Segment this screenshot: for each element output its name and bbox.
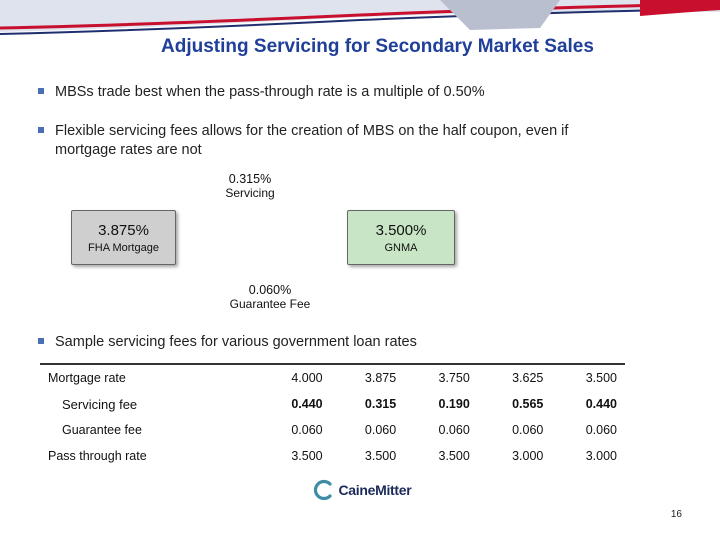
- table-cell: 3.750: [404, 363, 478, 391]
- guarantee-value: 0.060%: [248, 283, 292, 297]
- table-row: Guarantee fee 0.060 0.060 0.060 0.060 0.…: [40, 417, 625, 443]
- fha-label: FHA Mortgage: [88, 242, 159, 254]
- servicing-value: 0.315%: [228, 172, 272, 186]
- table-cell: 0.060: [512, 423, 544, 437]
- gnma-label: GNMA: [384, 242, 418, 254]
- table-row: Pass through rate 3.500 3.500 3.500 3.00…: [40, 443, 625, 469]
- servicing-label: Servicing: [225, 186, 275, 200]
- table-cell: 3.000: [512, 449, 544, 463]
- table-row: Mortgage rate 4.000 3.875 3.750 3.625 3.…: [40, 363, 625, 391]
- table-cell: 4.000: [257, 363, 331, 391]
- table-cell: 0.060: [585, 423, 617, 437]
- header-banner-graphic: [0, 0, 720, 35]
- table-cell: 0.190: [438, 397, 470, 411]
- table-cell: 0.440: [291, 397, 323, 411]
- table-cell: 3.500: [551, 363, 625, 391]
- servicing-fee-table: Mortgage rate 4.000 3.875 3.750 3.625 3.…: [40, 363, 625, 469]
- bullet-square-icon: [38, 88, 44, 94]
- company-logo: CaineMitter: [312, 479, 412, 501]
- gnma-rate: 3.500%: [375, 222, 427, 239]
- bullet-text-continued: mortgage rates are not: [55, 142, 202, 158]
- table-cell: 3.500: [364, 449, 397, 463]
- bullet-text: Sample servicing fees for various govern…: [55, 334, 417, 350]
- gnma-box: 3.500% GNMA: [347, 210, 455, 265]
- table-cell: 3.625: [477, 363, 552, 391]
- bullet-square-icon: [38, 338, 44, 344]
- table-cell: 0.060: [438, 423, 470, 437]
- servicing-annotation: 0.315% Servicing: [210, 172, 290, 200]
- fha-mortgage-box: 3.875% FHA Mortgage: [71, 210, 176, 265]
- row-label: Pass through rate: [48, 449, 147, 463]
- bullet-text: Flexible servicing fees allows for the c…: [55, 123, 569, 139]
- table-cell: 3.000: [585, 449, 617, 463]
- table-cell: 3.875: [330, 363, 405, 391]
- row-label: Servicing fee: [62, 396, 138, 412]
- table-cell: 0.315: [364, 397, 397, 411]
- table-cell: 0.060: [364, 423, 397, 437]
- table-row: Servicing fee 0.440 0.315 0.190 0.565 0.…: [40, 391, 625, 417]
- page-number: 16: [670, 509, 682, 520]
- guarantee-annotation: 0.060% Guarantee Fee: [220, 283, 320, 311]
- row-label: Mortgage rate: [40, 363, 257, 391]
- table-cell: 3.500: [438, 449, 470, 463]
- table-cell: 0.060: [291, 423, 323, 437]
- guarantee-label: Guarantee Fee: [229, 297, 311, 311]
- logo-mark-icon: [313, 479, 332, 501]
- bullet-square-icon: [38, 127, 44, 133]
- logo-text: CaineMitter: [338, 482, 412, 498]
- table-cell: 0.440: [585, 397, 617, 411]
- fha-rate: 3.875%: [98, 222, 149, 239]
- slide-title: Adjusting Servicing for Secondary Market…: [161, 36, 594, 57]
- row-label: Guarantee fee: [62, 423, 142, 437]
- table-cell: 3.500: [291, 449, 323, 463]
- bullet-text: MBSs trade best when the pass-through ra…: [55, 84, 485, 100]
- table-cell: 0.565: [512, 397, 544, 411]
